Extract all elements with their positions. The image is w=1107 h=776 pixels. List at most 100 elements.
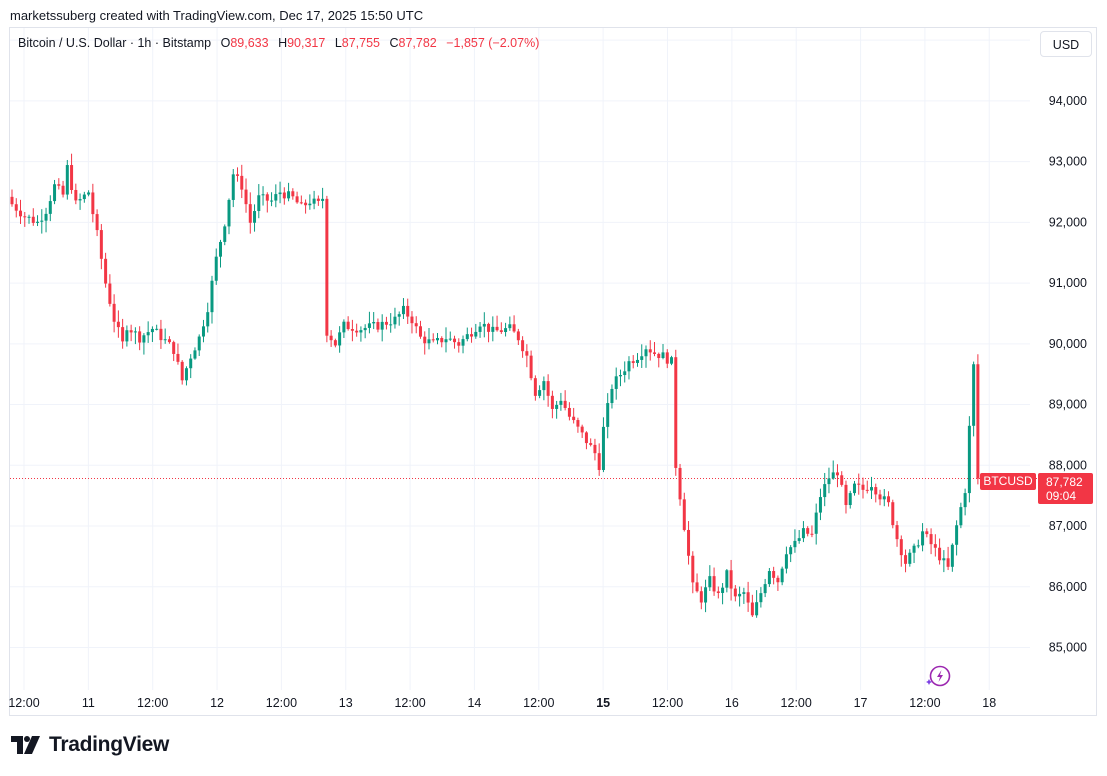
- candle-body: [904, 555, 908, 564]
- candle-body: [504, 328, 508, 332]
- candle-body: [99, 230, 103, 259]
- candle-body: [376, 322, 380, 330]
- candle-body: [508, 324, 512, 329]
- candle-body: [580, 426, 584, 433]
- candle-body: [491, 326, 495, 332]
- candle-body: [959, 507, 963, 526]
- candle-body: [555, 404, 559, 409]
- candle-body: [840, 475, 844, 485]
- high-value: 90,317: [287, 36, 326, 50]
- candle-body: [865, 489, 869, 491]
- candle-body: [308, 203, 312, 206]
- candle-body: [767, 571, 771, 585]
- candle-body: [623, 371, 627, 376]
- candle-body: [929, 534, 933, 545]
- candle-body: [938, 547, 942, 561]
- candle-body: [704, 587, 708, 603]
- candle-body: [116, 321, 120, 328]
- candle-body: [967, 425, 971, 494]
- candle-body: [27, 216, 31, 218]
- candle-body: [657, 353, 661, 359]
- candle-body: [240, 175, 244, 190]
- candle-body: [436, 338, 439, 341]
- candle-body: [648, 349, 652, 353]
- candle-body: [316, 198, 320, 201]
- candle-body: [695, 582, 699, 592]
- currency-button[interactable]: USD: [1040, 31, 1092, 57]
- candle-body: [716, 591, 720, 593]
- candle-body: [584, 432, 588, 444]
- time-tick-label: 14: [467, 696, 481, 710]
- candle-body: [857, 483, 861, 485]
- candle-body: [333, 340, 337, 346]
- candle-body: [908, 552, 912, 564]
- candle-body: [682, 499, 686, 530]
- time-tick-label: 13: [339, 696, 353, 710]
- candle-body: [478, 326, 482, 332]
- high-label: H: [278, 36, 288, 50]
- candle-body: [201, 326, 205, 337]
- candle-body: [231, 174, 235, 200]
- price-tick-label: 85,000: [1049, 640, 1087, 654]
- candle-body: [142, 335, 146, 343]
- candle-body: [797, 538, 801, 541]
- lightning-icon[interactable]: [926, 664, 952, 693]
- candle-body: [610, 388, 614, 404]
- candles: [10, 153, 980, 618]
- candle-body: [338, 332, 342, 346]
- candle-body: [691, 555, 695, 583]
- candle-body: [780, 568, 784, 583]
- symbol-description: Bitcoin / U.S. Dollar · 1h · Bitstamp: [18, 36, 212, 50]
- candle-body: [870, 487, 874, 491]
- candle-body: [138, 331, 142, 343]
- candle-body: [601, 426, 605, 470]
- candle-body: [597, 453, 601, 470]
- candle-body: [878, 494, 882, 500]
- candle-body: [521, 340, 525, 352]
- candle-body: [304, 202, 308, 206]
- candle-body: [125, 330, 129, 342]
- candle-body: [631, 361, 635, 363]
- time-tick-label: 12:00: [394, 696, 425, 710]
- candle-body: [223, 226, 227, 242]
- candle-body: [487, 323, 491, 332]
- candle-body: [848, 493, 852, 506]
- candle-body: [823, 484, 827, 498]
- candle-body: [431, 339, 435, 341]
- tradingview-mark-icon: [11, 736, 40, 754]
- candle-body: [644, 349, 648, 357]
- candle-body: [87, 192, 91, 195]
- candle-body: [567, 407, 571, 417]
- candle-body: [653, 352, 657, 354]
- candle-body: [184, 368, 188, 381]
- candle-body: [189, 358, 193, 369]
- candle-body: [261, 194, 265, 196]
- candle-body: [670, 357, 674, 364]
- candle-body: [210, 280, 214, 313]
- price-tick-label: 91,000: [1049, 276, 1087, 290]
- candle-body: [172, 342, 176, 354]
- candle-body: [495, 326, 499, 331]
- candle-body: [65, 165, 69, 195]
- candle-body: [738, 593, 742, 597]
- candle-body: [831, 472, 835, 479]
- low-label: L: [334, 36, 342, 50]
- candle-body: [104, 258, 108, 284]
- candle-body: [457, 342, 461, 346]
- candle-body: [444, 339, 448, 343]
- candle-body: [363, 327, 367, 331]
- chart-frame: [9, 27, 1097, 716]
- candle-body: [801, 528, 805, 539]
- candle-body: [559, 400, 563, 405]
- candle-body: [861, 484, 865, 490]
- price-tick-label: 86,000: [1049, 580, 1087, 594]
- price-tick-label: 87,000: [1049, 519, 1087, 533]
- candle-body: [133, 331, 137, 333]
- candle-body: [291, 191, 295, 197]
- tradingview-logo: TradingView: [11, 733, 169, 757]
- candle-body: [299, 202, 303, 204]
- candle-body: [61, 185, 65, 195]
- time-tick-label: 12:00: [781, 696, 812, 710]
- candle-body: [699, 591, 703, 603]
